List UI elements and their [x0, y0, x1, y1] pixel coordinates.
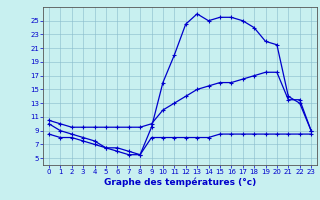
- X-axis label: Graphe des températures (°c): Graphe des températures (°c): [104, 178, 256, 187]
